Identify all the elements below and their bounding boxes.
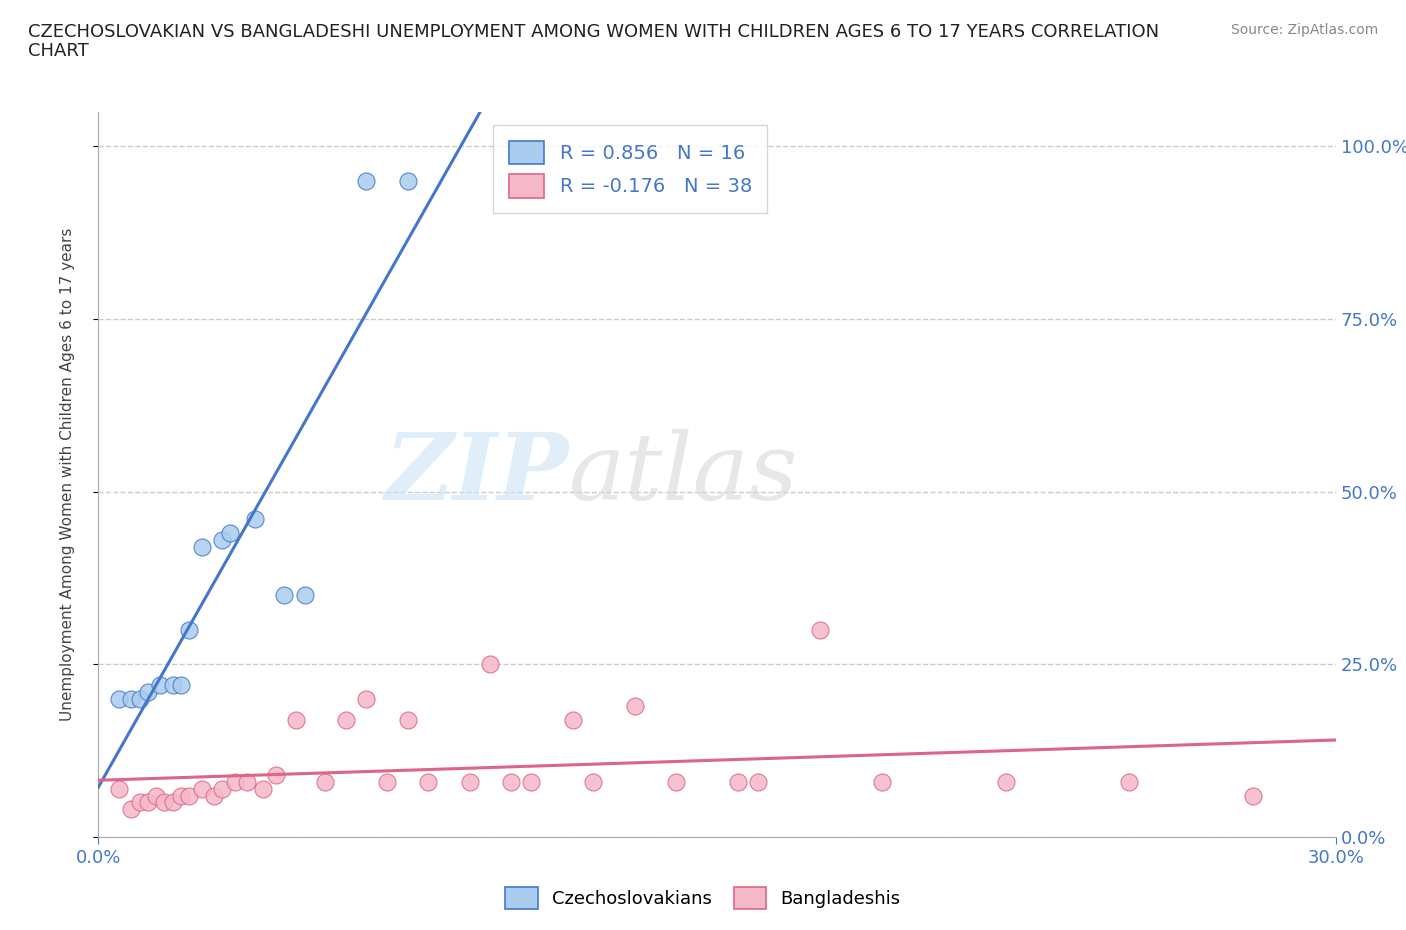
- Text: CHART: CHART: [28, 42, 89, 60]
- Point: [396, 712, 419, 727]
- Point: [520, 775, 543, 790]
- Point: [179, 788, 201, 803]
- Point: [149, 678, 172, 693]
- Text: Source: ZipAtlas.com: Source: ZipAtlas.com: [1230, 23, 1378, 37]
- Point: [153, 795, 176, 810]
- Point: [202, 788, 225, 803]
- Point: [170, 788, 193, 803]
- Point: [252, 781, 274, 796]
- Point: [1118, 775, 1140, 790]
- Point: [108, 691, 131, 706]
- Point: [727, 775, 749, 790]
- Point: [356, 173, 378, 188]
- Point: [294, 588, 316, 603]
- Point: [458, 775, 481, 790]
- Point: [219, 525, 242, 540]
- Point: [396, 173, 419, 188]
- Point: [120, 802, 142, 817]
- Point: [375, 775, 398, 790]
- Point: [128, 795, 150, 810]
- Legend: Czechoslovakians, Bangladeshis: Czechoslovakians, Bangladeshis: [498, 880, 908, 916]
- Point: [994, 775, 1017, 790]
- Point: [236, 775, 259, 790]
- Point: [808, 622, 831, 637]
- Point: [582, 775, 605, 790]
- Point: [190, 539, 212, 554]
- Point: [211, 781, 233, 796]
- Point: [128, 691, 150, 706]
- Legend: R = 0.856   N = 16, R = -0.176   N = 38: R = 0.856 N = 16, R = -0.176 N = 38: [494, 125, 768, 213]
- Point: [264, 767, 287, 782]
- Text: ZIP: ZIP: [384, 430, 568, 519]
- Point: [273, 588, 295, 603]
- Text: atlas: atlas: [568, 430, 799, 519]
- Point: [623, 698, 645, 713]
- Point: [561, 712, 583, 727]
- Point: [179, 622, 201, 637]
- Point: [136, 795, 159, 810]
- Point: [170, 678, 193, 693]
- Point: [314, 775, 336, 790]
- Point: [243, 512, 266, 526]
- Point: [499, 775, 522, 790]
- Point: [162, 795, 184, 810]
- Point: [479, 657, 502, 671]
- Point: [136, 684, 159, 699]
- Point: [145, 788, 167, 803]
- Point: [190, 781, 212, 796]
- Point: [418, 775, 440, 790]
- Point: [870, 775, 893, 790]
- Point: [285, 712, 308, 727]
- Point: [335, 712, 357, 727]
- Point: [356, 691, 378, 706]
- Point: [120, 691, 142, 706]
- Point: [162, 678, 184, 693]
- Y-axis label: Unemployment Among Women with Children Ages 6 to 17 years: Unemployment Among Women with Children A…: [60, 228, 75, 721]
- Point: [108, 781, 131, 796]
- Text: CZECHOSLOVAKIAN VS BANGLADESHI UNEMPLOYMENT AMONG WOMEN WITH CHILDREN AGES 6 TO : CZECHOSLOVAKIAN VS BANGLADESHI UNEMPLOYM…: [28, 23, 1159, 41]
- Point: [665, 775, 688, 790]
- Point: [224, 775, 246, 790]
- Point: [1241, 788, 1264, 803]
- Point: [747, 775, 769, 790]
- Point: [211, 533, 233, 548]
